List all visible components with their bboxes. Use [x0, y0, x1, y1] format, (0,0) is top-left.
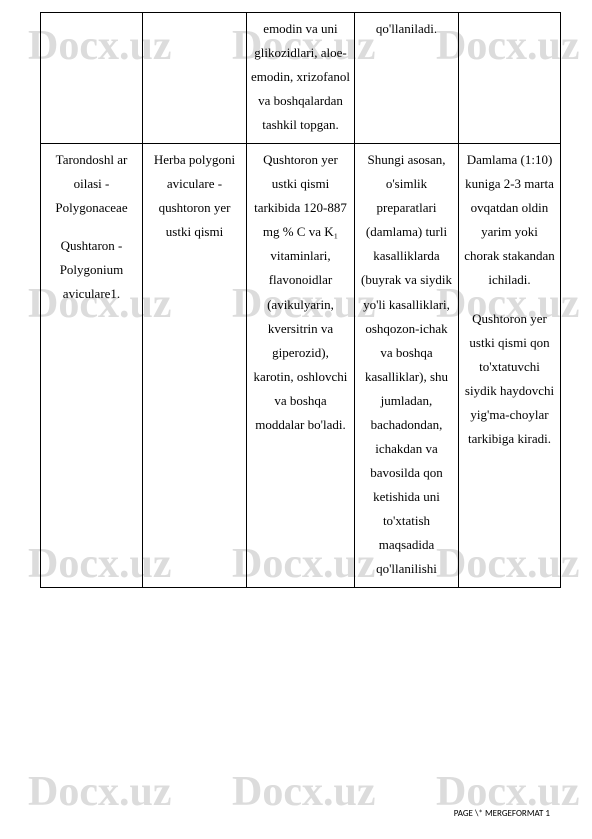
table-cell: qo'llaniladi. — [355, 13, 459, 144]
table-row: emodin va uni glikozidlari, aloe-emodin,… — [41, 13, 561, 144]
table-cell: Qushtoron yer ustki qismi tarkibida 120-… — [247, 144, 355, 588]
table-cell: Tarondoshl ar oilasi - Polygonaceae Qusht… — [41, 144, 143, 588]
table-cell: Damlama (1:10) kuniga 2-3 marta ovqatdan… — [459, 144, 561, 588]
cell-text: Qushtaron - Polygonium aviculare1. — [45, 234, 138, 306]
watermark: Docx.uz — [28, 768, 171, 816]
cell-text: emodin va uni glikozidlari, aloe-emodin,… — [251, 17, 350, 137]
table-cell — [143, 13, 247, 144]
cell-text: Qushtoron yer ustki qismi tarkibida 120-… — [251, 148, 350, 437]
watermark: Docx.uz — [232, 768, 375, 816]
cell-text: Damlama (1:10) kuniga 2-3 marta ovqatdan… — [463, 148, 556, 292]
table-cell: Shungi asosan, o'simlik preparatlari (da… — [355, 144, 459, 588]
table-container: emodin va uni glikozidlari, aloe-emodin,… — [40, 12, 560, 588]
cell-text: Shungi asosan, o'simlik preparatlari (da… — [359, 148, 454, 581]
cell-text: Qushtoron yer ustki qismi qon to'xtatuvc… — [463, 307, 556, 451]
cell-text: Tarondoshl ar oilasi - Polygonaceae — [45, 148, 138, 220]
cell-text: qo'llaniladi. — [359, 17, 454, 41]
table-cell — [41, 13, 143, 144]
cell-text: Herba polygoni aviculare - qushtoron yer… — [147, 148, 242, 244]
table-cell — [459, 13, 561, 144]
table-cell: emodin va uni glikozidlari, aloe-emodin,… — [247, 13, 355, 144]
table-row: Tarondoshl ar oilasi - Polygonaceae Qusht… — [41, 144, 561, 588]
content-table: emodin va uni glikozidlari, aloe-emodin,… — [40, 12, 561, 588]
page-footer: PAGE \* MERGEFORMAT 1 — [454, 808, 550, 819]
table-cell: Herba polygoni aviculare - qushtoron yer… — [143, 144, 247, 588]
